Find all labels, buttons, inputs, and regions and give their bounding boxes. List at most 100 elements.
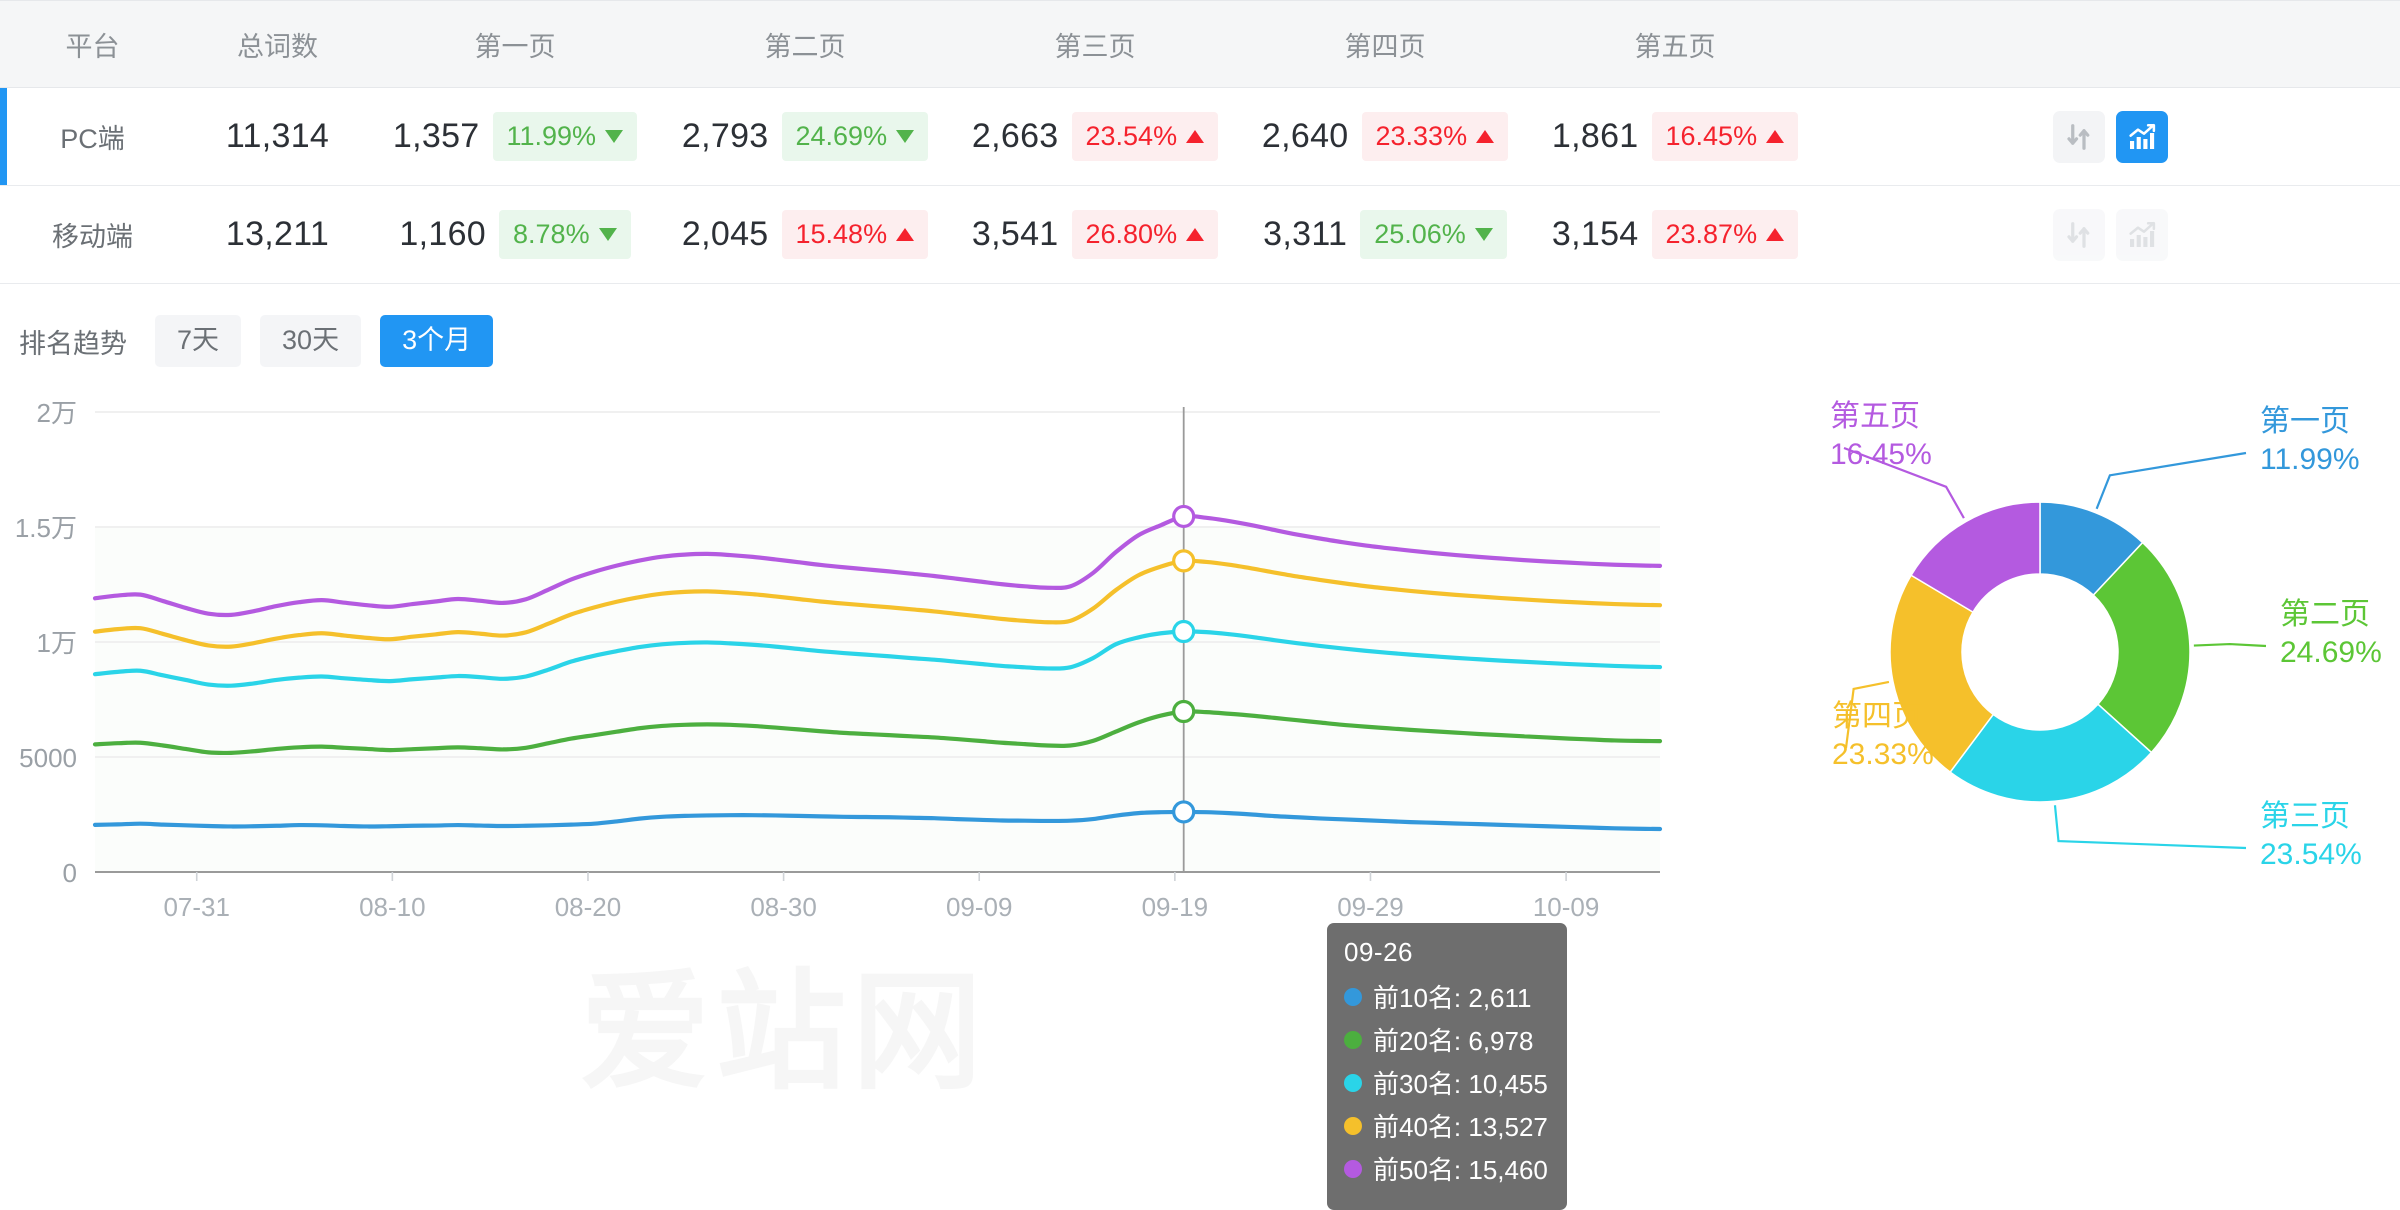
- page4-count: 2,640: [1261, 117, 1349, 155]
- cell-page4: 2,640 23.33%: [1240, 87, 1530, 186]
- page5-change-pct: 23.87%: [1665, 219, 1758, 249]
- triangle-up-icon: [1186, 228, 1205, 241]
- tooltip-series-10: 前10名: 2,611: [1373, 983, 1532, 1013]
- page3-change-badge: 26.80%: [1071, 210, 1219, 259]
- page1-change-pct: 8.78%: [513, 219, 590, 249]
- rank-trend-line-chart[interactable]: 0 5000 1万 1.5万 2万 07-31 08-10 08-20 08-30 09-09 09…: [0, 372, 1700, 1210]
- view-chart-button[interactable]: [2115, 208, 2168, 261]
- range-30d-button[interactable]: 30天: [260, 315, 362, 367]
- svg-text:23.54%: 23.54%: [2260, 838, 2362, 871]
- tooltip-row: 前40名: 13,527: [1344, 1107, 1550, 1144]
- cell-page5: 1,861 16.45%: [1530, 87, 1820, 186]
- cell-page2: 2,793 24.69%: [660, 87, 950, 186]
- triangle-up-icon: [896, 228, 915, 241]
- bar-chart-icon: [2128, 221, 2155, 247]
- svg-text:08-10: 08-10: [359, 892, 426, 922]
- cell-page4: 3,311 25.06%: [1240, 185, 1530, 284]
- page2-count: 2,793: [681, 117, 769, 155]
- tooltip-row: 前10名: 2,611: [1344, 978, 1550, 1015]
- page1-count: 1,357: [392, 117, 480, 155]
- tooltip-row: 前30名: 10,455: [1344, 1064, 1550, 1101]
- column-header-page4: 第四页: [1240, 0, 1530, 88]
- page5-change-badge: 23.87%: [1651, 210, 1799, 259]
- column-header-page5: 第五页: [1530, 0, 1820, 88]
- page3-count: 2,663: [971, 117, 1059, 155]
- page5-change-pct: 16.45%: [1665, 121, 1758, 151]
- svg-text:08-30: 08-30: [750, 892, 817, 922]
- cell-page5: 3,154 23.87%: [1530, 185, 1820, 284]
- page1-change-pct: 11.99%: [506, 121, 597, 151]
- svg-text:第二页: 第二页: [2280, 598, 2370, 631]
- bar-chart-icon: [2128, 123, 2155, 149]
- cell-total: 13,211: [185, 185, 370, 284]
- svg-text:10-09: 10-09: [1533, 892, 1600, 922]
- page4-change-badge: 23.33%: [1361, 112, 1509, 161]
- range-7d-button[interactable]: 7天: [155, 315, 242, 367]
- page3-change-pct: 23.54%: [1085, 121, 1178, 151]
- cell-page1: 1,160 8.78%: [370, 185, 660, 284]
- sort-updown-button[interactable]: [2052, 110, 2105, 163]
- cell-page3: 2,663 23.54%: [950, 87, 1240, 186]
- tooltip-series-30: 前30名: 10,455: [1373, 1069, 1548, 1099]
- trend-title: 排名趋势: [19, 328, 127, 359]
- page2-change-badge: 15.48%: [781, 210, 929, 259]
- page-distribution-donut-chart[interactable]: 第一页 11.99% 第二页 24.69% 第三页 23.54% 第四页 23.33% 第五页 1…: [1700, 372, 2400, 932]
- svg-text:09-19: 09-19: [1142, 892, 1209, 922]
- line-chart-svg: 0 5000 1万 1.5万 2万 07-31 08-10 08-20 08-30 09-09 09…: [15, 398, 1663, 922]
- svg-text:08-20: 08-20: [555, 892, 622, 922]
- triangle-up-icon: [1476, 130, 1495, 143]
- platform-ranking-table: 平台 总词数 第一页 第二页 第三页 第四页 第五页 PC端 11,314 1,…: [0, 0, 2400, 284]
- svg-text:第五页: 第五页: [1830, 400, 1920, 433]
- triangle-down-icon: [1474, 228, 1493, 241]
- view-chart-button[interactable]: [2115, 110, 2168, 163]
- triangle-up-icon: [1186, 130, 1205, 143]
- series-color-dot: [1344, 1073, 1362, 1092]
- platform-ranking-table-container: 平台 总词数 第一页 第二页 第三页 第四页 第五页 PC端 11,314 1,…: [0, 0, 2400, 284]
- sort-updown-button[interactable]: [2052, 208, 2105, 261]
- column-header-page3: 第三页: [950, 0, 1240, 88]
- tooltip-row: 前50名: 15,460: [1344, 1150, 1550, 1187]
- column-header-total: 总词数: [185, 0, 370, 88]
- table-row[interactable]: PC端 11,314 1,357 11.99% 2,793: [0, 87, 2400, 186]
- triangle-down-icon: [605, 130, 624, 143]
- page5-change-badge: 16.45%: [1651, 112, 1799, 161]
- page1-count: 1,160: [399, 215, 487, 253]
- sort-updown-icon: [2066, 123, 2089, 150]
- sort-updown-icon: [2066, 221, 2089, 248]
- tooltip-series-40: 前40名: 13,527: [1373, 1112, 1548, 1142]
- column-header-page1: 第一页: [370, 0, 660, 88]
- table-body: PC端 11,314 1,357 11.99% 2,793: [0, 87, 2400, 284]
- series-color-dot: [1344, 1116, 1362, 1135]
- trend-controls: 排名趋势 7天 30天 3个月: [0, 284, 2400, 372]
- svg-text:23.33%: 23.33%: [1832, 738, 1934, 771]
- page3-count: 3,541: [971, 215, 1059, 253]
- svg-text:1.5万: 1.5万: [15, 513, 77, 543]
- page4-change-badge: 25.06%: [1360, 210, 1507, 259]
- triangle-down-icon: [598, 228, 617, 241]
- page4-count: 3,311: [1263, 215, 1348, 253]
- cell-page2: 2,045 15.48%: [660, 185, 950, 284]
- svg-text:16.45%: 16.45%: [1830, 438, 1932, 471]
- page2-count: 2,045: [681, 215, 769, 253]
- svg-text:24.69%: 24.69%: [2280, 636, 2382, 669]
- range-3m-button[interactable]: 3个月: [380, 315, 494, 367]
- tooltip-date: 09-26: [1344, 937, 1413, 967]
- table-row[interactable]: 移动端 13,211 1,160 8.78% 2,045: [0, 185, 2400, 284]
- svg-text:第三页: 第三页: [2260, 800, 2350, 833]
- triangle-up-icon: [1766, 228, 1785, 241]
- cell-actions: [1820, 87, 2400, 186]
- page5-count: 3,154: [1551, 215, 1639, 253]
- svg-text:09-09: 09-09: [946, 892, 1013, 922]
- cell-total: 11,314: [185, 87, 370, 186]
- cell-platform: 移动端: [0, 185, 185, 284]
- donut-chart-svg: 第一页 11.99% 第二页 24.69% 第三页 23.54% 第四页 23.33% 第五页 1…: [1830, 400, 2382, 871]
- svg-text:1万: 1万: [37, 628, 77, 658]
- series-color-dot: [1344, 1030, 1362, 1049]
- page2-change-pct: 24.69%: [795, 121, 888, 151]
- tooltip-series-20: 前20名: 6,978: [1373, 1026, 1534, 1056]
- svg-text:07-31: 07-31: [163, 892, 230, 922]
- cell-platform: PC端: [0, 87, 185, 186]
- page5-count: 1,861: [1551, 117, 1639, 155]
- page1-change-badge: 8.78%: [499, 210, 631, 259]
- charts-area: 0 5000 1万 1.5万 2万 07-31 08-10 08-20 08-30 09-09 09…: [0, 372, 2400, 1210]
